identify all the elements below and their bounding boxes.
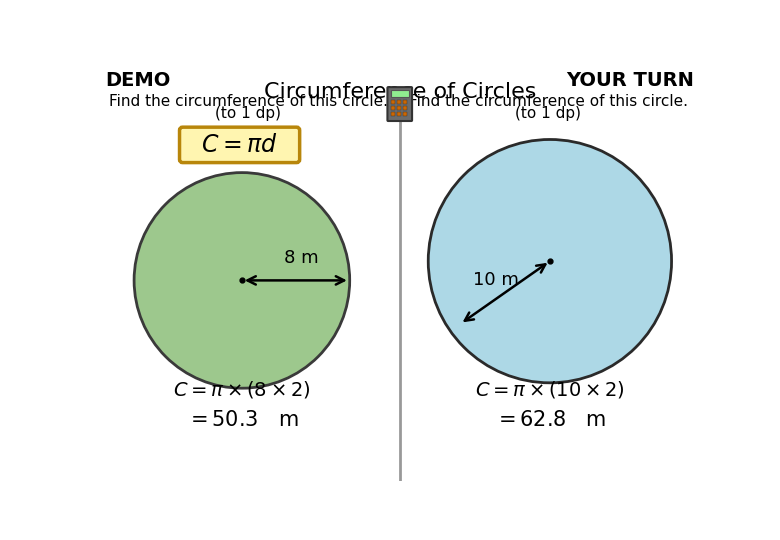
FancyBboxPatch shape: [397, 100, 401, 104]
Text: (to 1 dp): (to 1 dp): [516, 106, 581, 122]
Text: $C = \pi \times (10 \times 2)$: $C = \pi \times (10 \times 2)$: [475, 379, 625, 400]
FancyBboxPatch shape: [397, 112, 401, 117]
Text: 10 m: 10 m: [473, 271, 519, 289]
Text: Find the circumference of this circle.: Find the circumference of this circle.: [108, 94, 388, 109]
Text: DEMO: DEMO: [105, 71, 171, 90]
Text: (to 1 dp): (to 1 dp): [215, 106, 281, 122]
FancyBboxPatch shape: [388, 87, 412, 121]
FancyBboxPatch shape: [179, 127, 300, 163]
FancyBboxPatch shape: [391, 90, 409, 97]
Text: 8 m: 8 m: [284, 248, 318, 267]
FancyBboxPatch shape: [402, 100, 407, 104]
FancyBboxPatch shape: [391, 106, 395, 110]
Circle shape: [428, 139, 672, 383]
FancyBboxPatch shape: [402, 112, 407, 117]
Text: Circumference of Circles: Circumference of Circles: [264, 82, 536, 102]
Text: $C = \pi d$: $C = \pi d$: [201, 133, 278, 157]
Text: $C = \pi \times (8 \times 2)$: $C = \pi \times (8 \times 2)$: [173, 379, 310, 400]
FancyBboxPatch shape: [402, 106, 407, 110]
FancyBboxPatch shape: [397, 106, 401, 110]
FancyBboxPatch shape: [391, 112, 395, 117]
Text: Find the circumference of this circle.: Find the circumference of this circle.: [409, 94, 688, 109]
Text: $= 62.8$   m: $= 62.8$ m: [494, 410, 606, 430]
Text: $= 50.3$   m: $= 50.3$ m: [186, 410, 298, 430]
Text: YOUR TURN: YOUR TURN: [566, 71, 694, 90]
Circle shape: [134, 173, 349, 388]
FancyBboxPatch shape: [391, 100, 395, 104]
